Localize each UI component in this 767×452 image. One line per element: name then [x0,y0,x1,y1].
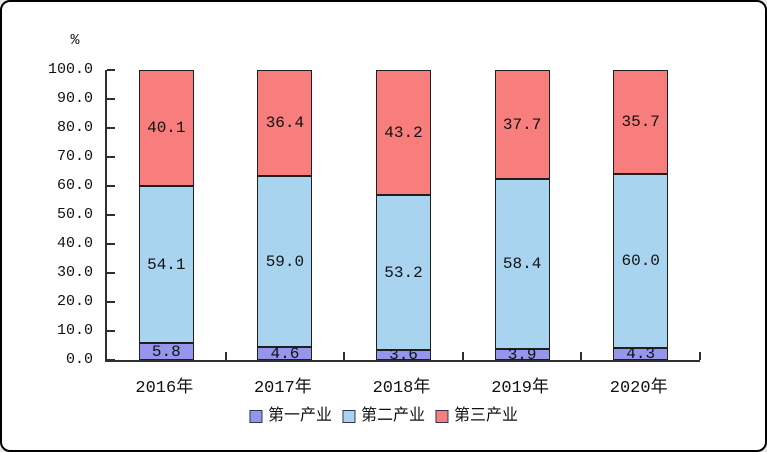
data-label: 37.7 [502,115,542,134]
legend-label: 第二产业 [360,407,426,425]
bar-segment-第一产业: 4.3 [613,345,669,363]
stacked-bar-2017年: 4.6 59.0 36.4 [257,70,313,363]
bar-segment-第二产业: 58.4 [494,179,550,349]
data-label: 5.8 [151,342,181,361]
y-axis-tick [107,156,115,158]
x-axis-tick [580,352,583,360]
data-label: 4.6 [270,344,300,363]
bar-segment-第三产业: 40.1 [138,70,194,186]
y-axis-unit-label: % [70,32,80,49]
legend-label: 第一产业 [267,407,332,425]
x-axis-tick [699,352,701,360]
legend-swatch-icon [435,409,449,423]
y-axis-tick [107,185,115,187]
bar-segment-第一产业: 3.6 [376,346,431,364]
y-axis-tick [107,359,115,361]
data-label: 3.6 [389,346,418,364]
y-axis-tick-label: 60.0 [56,177,93,194]
data-label: 53.2 [384,263,423,282]
legend-item-第二产业: 第二产业 [341,407,426,425]
y-axis-tick [107,272,115,274]
y-axis-tick-label: 40.0 [56,235,93,252]
y-axis-tick [107,127,115,129]
legend-swatch-icon [248,409,262,423]
data-label: 35.7 [621,113,660,131]
data-label: 59.0 [265,252,305,271]
stacked-bar-2020年: 4.3 60.0 35.7 [613,70,669,363]
stacked-bar-2018年: 3.6 53.2 43.2 [376,70,431,364]
data-label: 58.4 [502,255,542,273]
data-label: 43.2 [384,123,423,142]
y-axis-tick [107,243,115,245]
bar-segment-第二产业: 60.0 [613,174,669,348]
legend-item-第一产业: 第一产业 [248,407,332,425]
legend-label: 第三产业 [454,407,519,425]
legend-item-第三产业: 第三产业 [435,407,518,425]
y-axis-tick [107,98,115,100]
data-label: 60.0 [621,252,660,270]
y-axis-tick-label: 50.0 [56,206,93,223]
y-axis-tick-label: 100.0 [47,61,93,78]
legend: 第一产业 第二产业 第三产业 [248,407,518,425]
x-axis-tick [461,352,464,360]
bar-segment-第三产业: 43.2 [376,70,431,195]
plot-area: 0.0 10.0 20.0 30.0 40.0 50.0 60.0 70.0 80.0 90.0 1… [48,61,701,368]
bar-segment-第一产业: 5.8 [138,342,194,361]
data-label: 36.4 [265,114,305,132]
bar-segment-第一产业: 4.6 [257,344,313,363]
x-axis-category-label: 2020年 [609,379,668,398]
x-axis-category-label: 2019年 [491,379,549,398]
y-axis-tick-label: 80.0 [56,119,93,136]
data-label: 40.1 [147,119,186,137]
bar-segment-第三产业: 36.4 [257,70,313,176]
y-axis-tick [107,301,115,303]
bar-segment-第三产业: 35.7 [613,70,669,174]
x-axis-tick [224,352,227,360]
data-label: 54.1 [147,255,186,274]
legend-swatch-icon [341,409,355,423]
y-axis-tick-label: 70.0 [56,148,93,165]
y-axis-tick-label: 20.0 [56,293,93,310]
data-label: 4.3 [626,345,656,363]
bar-segment-第二产业: 59.0 [257,176,313,347]
bar-segment-第三产业: 37.7 [494,70,550,179]
y-axis-tick [107,330,115,332]
y-axis-tick [107,214,115,216]
y-axis-tick-label: 90.0 [56,90,93,107]
bar-segment-第二产业: 53.2 [376,195,431,350]
bar-segment-第二产业: 54.1 [138,186,194,343]
x-axis-category-label: 2017年 [253,379,312,398]
bar-segment-第一产业: 3.9 [494,345,550,364]
x-axis-labels: 2016年 2017年 2018年 2019年 2020年 [105,372,698,398]
y-axis-tick [107,69,115,71]
stacked-bar-2019年: 3.9 58.4 37.7 [494,70,550,364]
y-axis-tick-label: 10.0 [56,322,93,339]
data-label: 3.9 [507,345,537,364]
y-axis-tick-label: 30.0 [56,264,93,281]
x-axis-tick [343,352,346,360]
x-axis-category-label: 2018年 [372,379,431,398]
stacked-bar-2016年: 5.8 54.1 40.1 [138,70,194,361]
y-axis-tick-label: 0.0 [65,351,93,368]
x-axis-category-label: 2016年 [135,379,194,398]
